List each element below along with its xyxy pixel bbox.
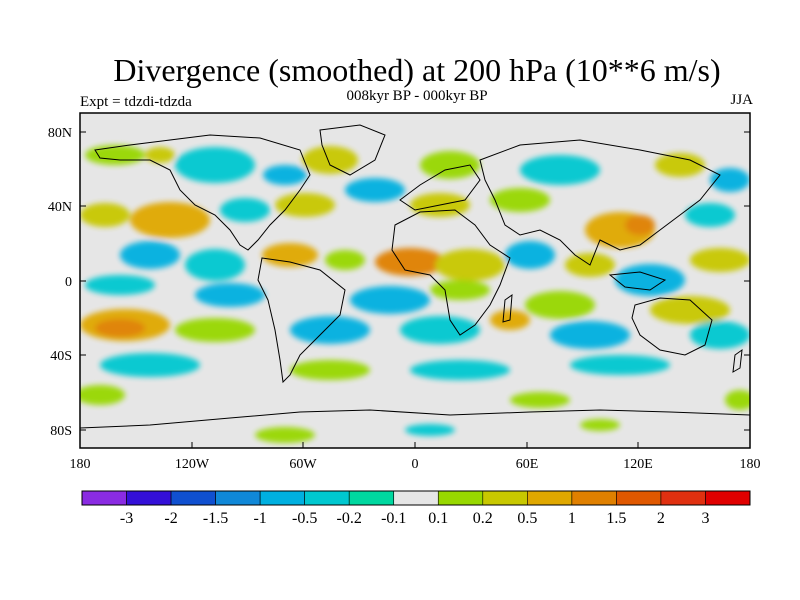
lat-label: 40N <box>48 200 72 215</box>
colorbar-label: -0.5 <box>292 510 317 527</box>
colorbar-label: -1 <box>253 510 266 527</box>
lon-label: 180 <box>740 457 761 472</box>
colorbar-swatch <box>259 490 305 506</box>
colorbar-swatch <box>616 490 662 506</box>
colorbar-label: 0.5 <box>517 510 537 527</box>
colorbar-label: 1 <box>568 510 576 527</box>
colorbar-swatch <box>304 490 350 506</box>
colorbar-label: 1.5 <box>606 510 626 527</box>
colorbar-label: -1.5 <box>203 510 228 527</box>
colorbar-label: -3 <box>120 510 133 527</box>
colorbar <box>81 490 751 506</box>
period-subtitle: 008kyr BP - 000kyr BP <box>346 88 488 104</box>
lat-label: 0 <box>65 275 72 290</box>
colorbar-swatch <box>215 490 261 506</box>
lon-label: 120E <box>623 457 653 472</box>
colorbar-swatch <box>81 490 127 506</box>
colorbar-label: -0.2 <box>337 510 362 527</box>
colorbar-swatch <box>393 490 439 506</box>
experiment-label: Expt = tdzdi-tdzda <box>80 94 192 110</box>
colorbar-swatch <box>571 490 617 506</box>
lat-label: 80N <box>48 126 72 141</box>
lon-label: 60E <box>516 457 539 472</box>
colorbar-label: 0.1 <box>428 510 448 527</box>
colorbar-label: 3 <box>701 510 709 527</box>
colorbar-label: -2 <box>164 510 177 527</box>
colorbar-label: 2 <box>657 510 665 527</box>
lon-label: 60W <box>289 457 317 472</box>
colorbar-swatch <box>482 490 528 506</box>
colorbar-swatch <box>660 490 706 506</box>
lon-labels: 180 120W 60W 0 60E 120E 180 <box>70 457 761 472</box>
colorbar-swatch <box>527 490 573 506</box>
colorbar-label: 0.2 <box>473 510 493 527</box>
lat-label: 80S <box>50 424 72 439</box>
colorbar-swatch <box>348 490 395 506</box>
colorbar-label: -0.1 <box>381 510 406 527</box>
coastlines <box>80 124 750 429</box>
colorbar-swatch <box>126 490 172 506</box>
lon-label: 120W <box>175 457 210 472</box>
colorbar-swatch <box>170 490 216 506</box>
lon-ticks <box>79 442 751 448</box>
lat-ticks <box>80 131 750 431</box>
lon-label: 180 <box>70 457 91 472</box>
colorbar-swatch <box>437 490 484 506</box>
season-label: JJA <box>730 92 753 108</box>
lon-label: 0 <box>412 457 419 472</box>
colorbar-frame <box>81 490 751 506</box>
colorbar-labels: -3 -2 -1.5 -1 -0.5 -0.2 -0.1 0.1 0.2 0.5 1 1.5 2 3 <box>120 510 710 527</box>
lat-label: 40S <box>50 349 72 364</box>
lat-labels: 80N 40N 0 40S 80S <box>48 126 72 439</box>
page-title: Divergence (smoothed) at 200 hPa (10**6 … <box>113 52 721 88</box>
colorbar-swatch <box>705 490 751 506</box>
divergence-field <box>80 113 750 448</box>
